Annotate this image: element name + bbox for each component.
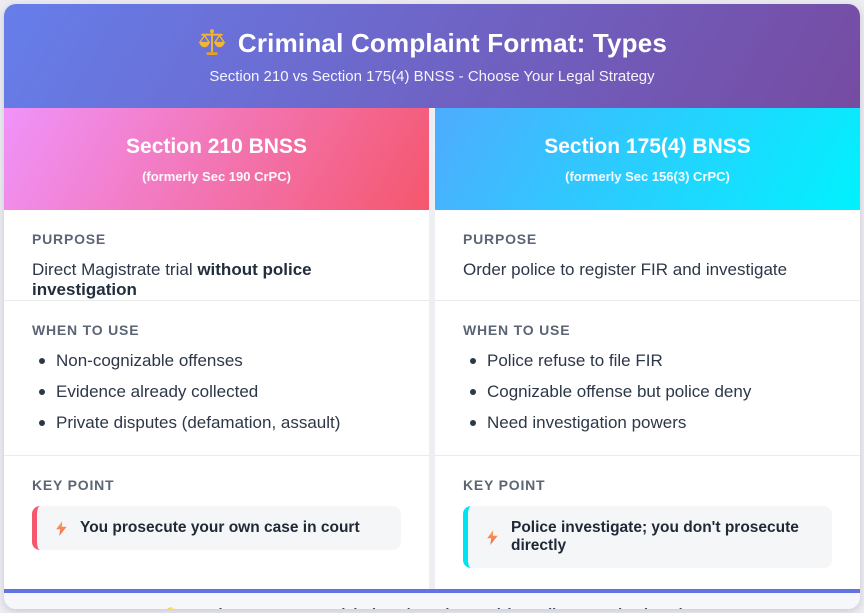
footer-summary-text: Section 210 = Court Trial Direct | Secti… <box>188 607 701 609</box>
purpose-section-210: PURPOSE Direct Magistrate trial without … <box>4 210 429 300</box>
list-item: Cognizable offense but police deny <box>463 382 832 402</box>
purpose-text: Order police to register FIR and investi… <box>463 260 788 279</box>
column-section-175: Section 175(4) BNSS (formerly Sec 156(3)… <box>435 108 860 589</box>
when-to-use-section-210: WHEN TO USE Non-cognizable offenses Evid… <box>4 300 429 455</box>
key-point-callout: You prosecute your own case in court <box>32 506 401 550</box>
list-item: Non-cognizable offenses <box>32 351 401 371</box>
column-210-banner: Section 210 BNSS (formerly Sec 190 CrPC) <box>4 108 429 210</box>
column-175-banner: Section 175(4) BNSS (formerly Sec 156(3)… <box>435 108 860 210</box>
purpose-label: PURPOSE <box>32 231 107 247</box>
column-175-title: Section 175(4) BNSS <box>544 134 751 158</box>
comparison-columns: Section 210 BNSS (formerly Sec 190 CrPC)… <box>4 108 860 589</box>
when-to-use-list: Police refuse to file FIR Cognizable off… <box>463 351 832 433</box>
when-to-use-label: WHEN TO USE <box>32 322 140 338</box>
column-175-subtitle: (formerly Sec 156(3) CrPC) <box>565 168 730 184</box>
list-item: Police refuse to file FIR <box>463 351 832 371</box>
column-210-title: Section 210 BNSS <box>126 134 307 158</box>
key-point-callout: Police investigate; you don't prosecute … <box>463 506 832 568</box>
key-point-text: You prosecute your own case in court <box>80 519 360 536</box>
lightning-bolt-icon <box>53 520 70 537</box>
key-point-section-210: KEY POINT You prosecute your own ca <box>4 455 429 589</box>
page-subtitle: Section 210 vs Section 175(4) BNSS - Cho… <box>209 67 655 85</box>
when-to-use-section-175: WHEN TO USE Police refuse to file FIR Co… <box>435 300 860 455</box>
list-item: Private disputes (defamation, assault) <box>32 413 401 433</box>
lightning-bolt-icon <box>484 529 501 546</box>
scales-of-justice-icon <box>197 28 227 58</box>
column-210-subtitle: (formerly Sec 190 CrPC) <box>142 168 291 184</box>
footer-summary-bar: Section 210 = Court Trial Direct | Secti… <box>4 589 860 609</box>
key-point-label: KEY POINT <box>463 477 546 493</box>
comparison-card: Criminal Complaint Format: Types Section… <box>4 4 860 609</box>
purpose-label: PURPOSE <box>463 231 538 247</box>
key-point-text: Police investigate; you don't prosecute … <box>511 519 799 554</box>
list-item: Need investigation powers <box>463 413 832 433</box>
purpose-section-175: PURPOSE Order police to register FIR and… <box>435 210 860 300</box>
header-banner: Criminal Complaint Format: Types Section… <box>4 4 860 108</box>
when-to-use-list: Non-cognizable offenses Evidence already… <box>32 351 401 433</box>
page-title: Criminal Complaint Format: Types <box>237 27 668 58</box>
column-section-210: Section 210 BNSS (formerly Sec 190 CrPC)… <box>4 108 429 589</box>
list-item: Evidence already collected <box>32 382 401 402</box>
key-point-section-175: KEY POINT Police investigate; you d <box>435 455 860 589</box>
when-to-use-label: WHEN TO USE <box>463 322 571 338</box>
light-bulb-icon <box>163 606 179 609</box>
purpose-text: Direct Magistrate trial without police i… <box>32 260 312 299</box>
key-point-label: KEY POINT <box>32 477 115 493</box>
